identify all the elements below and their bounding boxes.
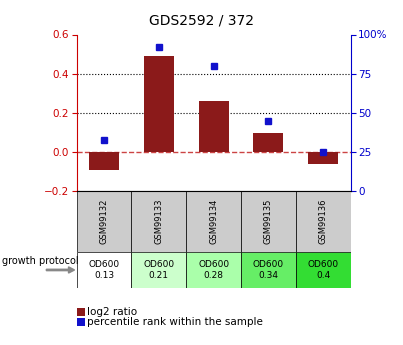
Bar bbox=[89, 152, 119, 170]
Bar bbox=[241, 252, 296, 288]
Text: OD600
0.13: OD600 0.13 bbox=[88, 260, 120, 280]
Bar bbox=[199, 101, 229, 152]
Text: percentile rank within the sample: percentile rank within the sample bbox=[87, 317, 263, 327]
Text: OD600
0.34: OD600 0.34 bbox=[253, 260, 284, 280]
Text: OD600
0.4: OD600 0.4 bbox=[307, 260, 339, 280]
Text: GDS2592 / 372: GDS2592 / 372 bbox=[149, 14, 254, 28]
Text: GSM99132: GSM99132 bbox=[100, 199, 108, 244]
Text: growth protocol: growth protocol bbox=[2, 256, 79, 266]
Text: GSM99136: GSM99136 bbox=[319, 199, 328, 244]
Bar bbox=[144, 56, 174, 152]
Text: OD600
0.28: OD600 0.28 bbox=[198, 260, 229, 280]
Bar bbox=[186, 191, 241, 252]
Bar bbox=[241, 191, 296, 252]
Bar bbox=[308, 152, 338, 164]
Text: log2 ratio: log2 ratio bbox=[87, 307, 137, 317]
Bar bbox=[296, 252, 351, 288]
Bar bbox=[253, 132, 283, 152]
Text: GSM99133: GSM99133 bbox=[154, 199, 163, 244]
Bar bbox=[131, 191, 186, 252]
Bar bbox=[77, 191, 131, 252]
Text: GSM99134: GSM99134 bbox=[209, 199, 218, 244]
Bar bbox=[296, 191, 351, 252]
Bar bbox=[131, 252, 186, 288]
Bar bbox=[186, 252, 241, 288]
Text: OD600
0.21: OD600 0.21 bbox=[143, 260, 174, 280]
Text: GSM99135: GSM99135 bbox=[264, 199, 273, 244]
Bar bbox=[77, 252, 131, 288]
